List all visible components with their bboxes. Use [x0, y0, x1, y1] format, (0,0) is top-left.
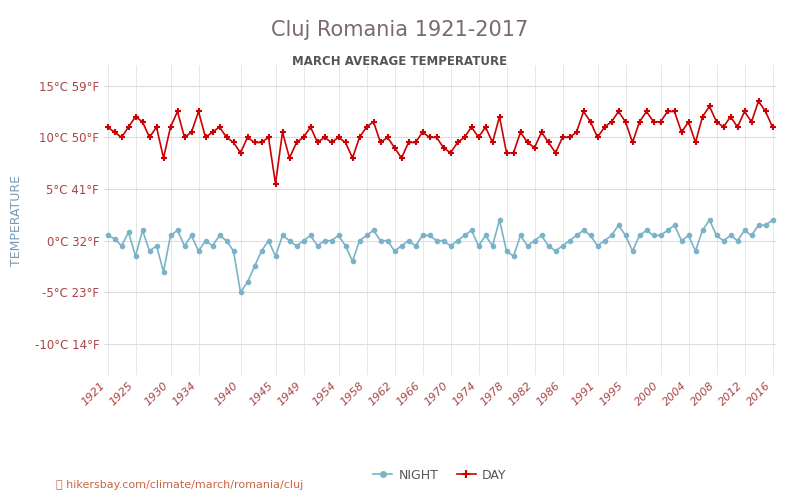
- Text: MARCH AVERAGE TEMPERATURE: MARCH AVERAGE TEMPERATURE: [293, 55, 507, 68]
- Text: Cluj Romania 1921-2017: Cluj Romania 1921-2017: [271, 20, 529, 40]
- Y-axis label: TEMPERATURE: TEMPERATURE: [10, 174, 23, 266]
- Legend: NIGHT, DAY: NIGHT, DAY: [369, 464, 511, 486]
- Text: 📍 hikersbay.com/climate/march/romania/cluj: 📍 hikersbay.com/climate/march/romania/cl…: [56, 480, 303, 490]
